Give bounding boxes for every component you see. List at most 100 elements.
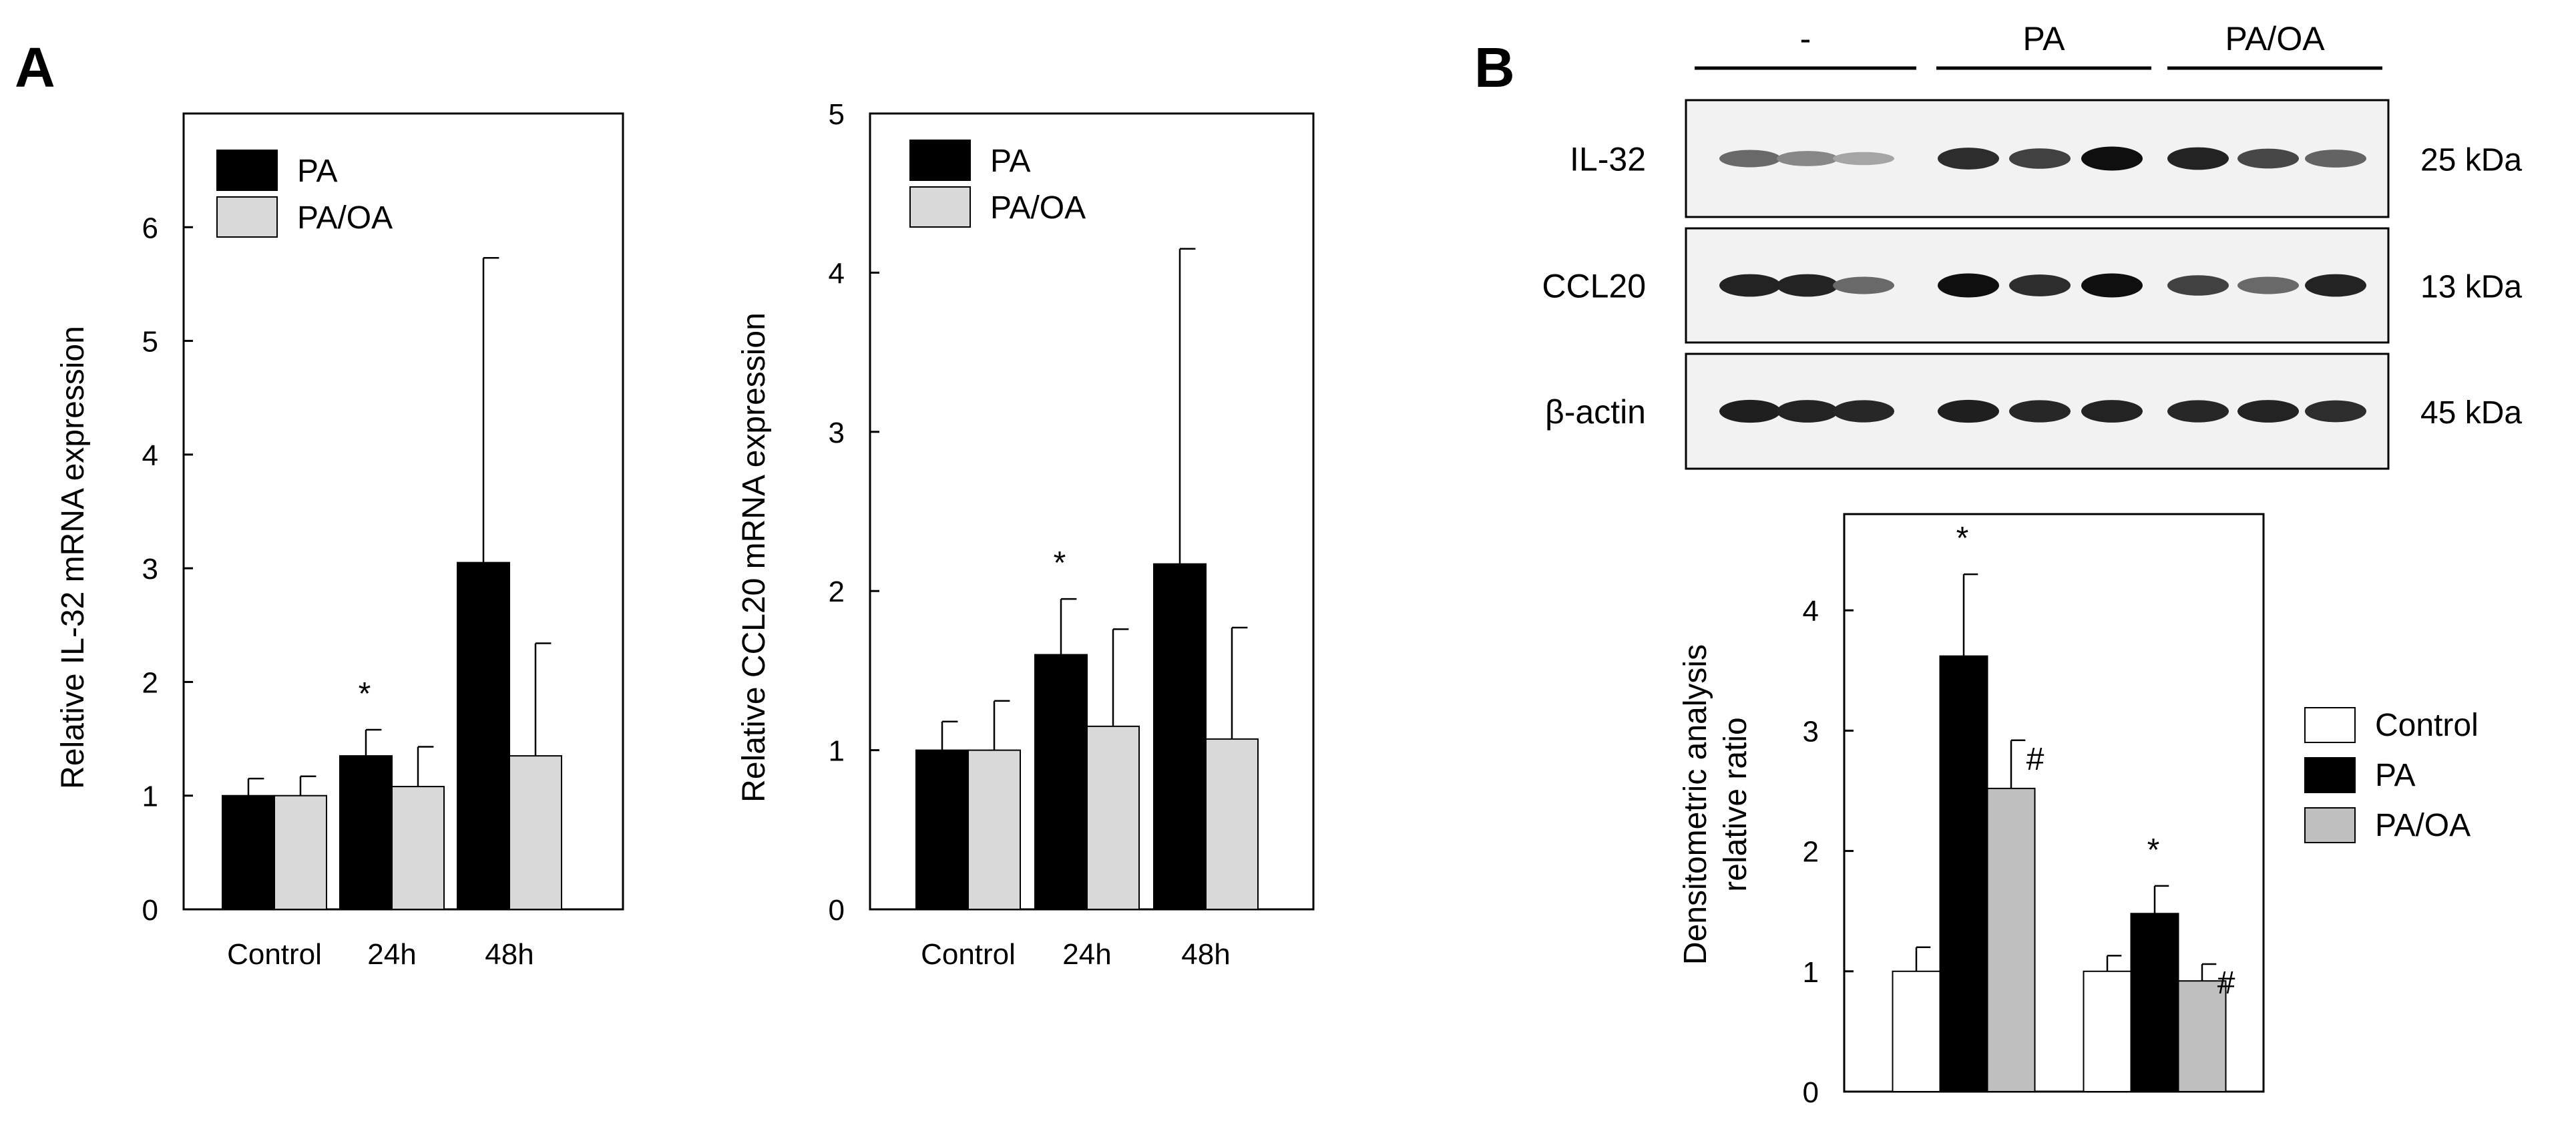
significance-mark: * xyxy=(2147,833,2160,868)
blot-band xyxy=(2081,400,2143,423)
y-tick-label: 0 xyxy=(1803,1076,1819,1109)
x-tick-label-control: Control xyxy=(921,938,1016,971)
ccl20-mrna-chart: Relative CCL20 mRNA expression 0 1 2 3 4 5 Con… xyxy=(736,98,1315,971)
blot-band xyxy=(1777,151,1838,166)
plot-frame xyxy=(1843,513,2265,1093)
ccl20-mrna-marks: 0 1 2 3 4 5 Control 24h * 48h xyxy=(829,98,1315,971)
y-tick-label: 2 xyxy=(142,666,158,699)
y-tick-label: 4 xyxy=(142,439,158,472)
blot-band xyxy=(2305,150,2366,168)
blot-band xyxy=(2081,146,2143,171)
blot-band xyxy=(1833,400,1894,423)
bar-pa-oa-ccl20 xyxy=(2177,980,2227,1093)
densitometry-legend-control-label: Control xyxy=(2375,708,2479,743)
x-tick-label-il-32: IL-32 xyxy=(1930,1120,1997,1125)
blot-kda-label: 13 kDa xyxy=(2420,270,2522,305)
ccl20-legend-pa-swatch xyxy=(909,140,971,181)
ccl20-legend-pa-label: PA xyxy=(990,144,1030,179)
blot-band xyxy=(1833,276,1894,294)
y-tick-label: 3 xyxy=(1803,715,1819,748)
bar-pa-oa-24h xyxy=(391,786,445,910)
x-tick-label-ccl20: CCL20 xyxy=(2109,1120,2201,1125)
y-tick-label: 3 xyxy=(829,417,845,449)
il32-legend-pa-swatch xyxy=(216,150,278,191)
blot-band xyxy=(1777,274,1838,297)
panel-a-letter: A xyxy=(15,36,55,99)
densitometry-legend-paoa-label: PA/OA xyxy=(2375,808,2471,843)
il32-legend-paoa-swatch xyxy=(216,196,278,238)
blot-band xyxy=(1719,399,1781,423)
significance-mark: * xyxy=(359,676,371,712)
y-tick-label: 2 xyxy=(829,576,845,608)
blot-band xyxy=(2081,273,2143,298)
blot-band xyxy=(2237,148,2299,169)
blot-condition-pa-oa: PA/OA xyxy=(2225,20,2325,57)
bar-pa-24h xyxy=(339,755,393,910)
densitometry-legend-pa-label: PA xyxy=(2375,758,2415,793)
densitometry-legend-paoa-swatch xyxy=(2304,807,2356,843)
il32-mrna-ylabel: Relative IL-32 mRNA expression xyxy=(55,326,91,789)
bar-pa-control xyxy=(915,749,969,910)
il32-legend-paoa-label: PA/OA xyxy=(297,200,393,236)
ccl20-legend-paoa-swatch xyxy=(909,186,971,228)
bar-pa-oa-control xyxy=(274,795,327,910)
bar-pa-48h xyxy=(457,561,510,910)
x-tick-label-24h: 24h xyxy=(1062,938,1111,971)
blot-protein-label: β-actin xyxy=(1545,393,1646,431)
bar-pa-oa-il-32 xyxy=(1986,787,2036,1092)
blot-band xyxy=(1938,148,1999,170)
significance-mark: * xyxy=(1956,521,1969,556)
blot-protein-label: IL-32 xyxy=(1570,141,1646,178)
significance-mark: # xyxy=(2026,742,2045,777)
blot-band xyxy=(1719,274,1781,297)
y-tick-label: 1 xyxy=(142,780,158,813)
x-tick-label-48h: 48h xyxy=(1181,938,1230,971)
densitometry-ylabel-line1: Densitometric analysis xyxy=(1678,644,1713,965)
blot-band xyxy=(1833,152,1894,166)
bar-pa-il-32 xyxy=(1939,655,1988,1092)
blot-band xyxy=(2167,147,2229,170)
il32-legend-pa-label: PA xyxy=(297,154,337,189)
blot-band xyxy=(1938,399,1999,423)
blot-band xyxy=(2009,274,2071,296)
y-tick-label: 4 xyxy=(1803,595,1819,628)
blot-band xyxy=(1777,400,1838,423)
y-tick-label: 0 xyxy=(142,894,158,927)
y-tick-label: 5 xyxy=(829,98,845,131)
y-tick-label: 1 xyxy=(829,735,845,768)
y-tick-label: 4 xyxy=(829,257,845,290)
ccl20-legend-paoa-label: PA/OA xyxy=(990,190,1086,226)
bar-pa-24h xyxy=(1034,654,1088,910)
blot-kda-label: 25 kDa xyxy=(2420,143,2522,178)
blot-condition-headers: - PA PA/OA xyxy=(1695,20,2382,70)
bar-control-il-32 xyxy=(1892,970,1941,1092)
blot-band xyxy=(2305,274,2366,297)
blot-band xyxy=(2237,400,2299,423)
panel-b-letter: B xyxy=(1474,36,1515,99)
blot-condition-pa: PA xyxy=(2023,20,2066,57)
densitometry-legend-pa-swatch xyxy=(2304,757,2356,793)
bar-control-ccl20 xyxy=(2083,970,2132,1092)
significance-mark: * xyxy=(1054,545,1066,581)
y-tick-label: 6 xyxy=(142,212,158,244)
blot-band xyxy=(1938,273,1999,298)
bar-pa-48h xyxy=(1153,563,1207,910)
bar-pa-oa-48h xyxy=(1205,738,1259,910)
bar-pa-control xyxy=(222,795,275,910)
y-tick-label: 0 xyxy=(829,894,845,927)
bar-pa-oa-24h xyxy=(1086,725,1140,910)
blot-band xyxy=(2009,400,2071,423)
densitometry-chart: Densitometric analysis relative ratio 0 1… xyxy=(1678,513,2479,1125)
densitometry-marks: 0 1 2 3 4 IL-32 * # CCL20 * # xyxy=(1803,513,2265,1125)
x-tick-label-48h: 48h xyxy=(485,938,533,971)
blot-band xyxy=(2009,148,2071,169)
x-tick-label-control: Control xyxy=(227,938,322,971)
blot-rows: IL-32 25 kDa CCL20 13 kDa β-actin 45 kDa xyxy=(1542,99,2522,470)
blot-kda-label: 45 kDa xyxy=(2420,395,2522,431)
il32-mrna-marks: 0 1 2 3 4 5 6 Control 24h * 48h xyxy=(142,112,624,971)
bar-pa-oa-control xyxy=(968,749,1021,910)
y-tick-label: 1 xyxy=(1803,956,1819,989)
blot-band xyxy=(2237,276,2299,294)
blot-band xyxy=(2167,275,2229,296)
